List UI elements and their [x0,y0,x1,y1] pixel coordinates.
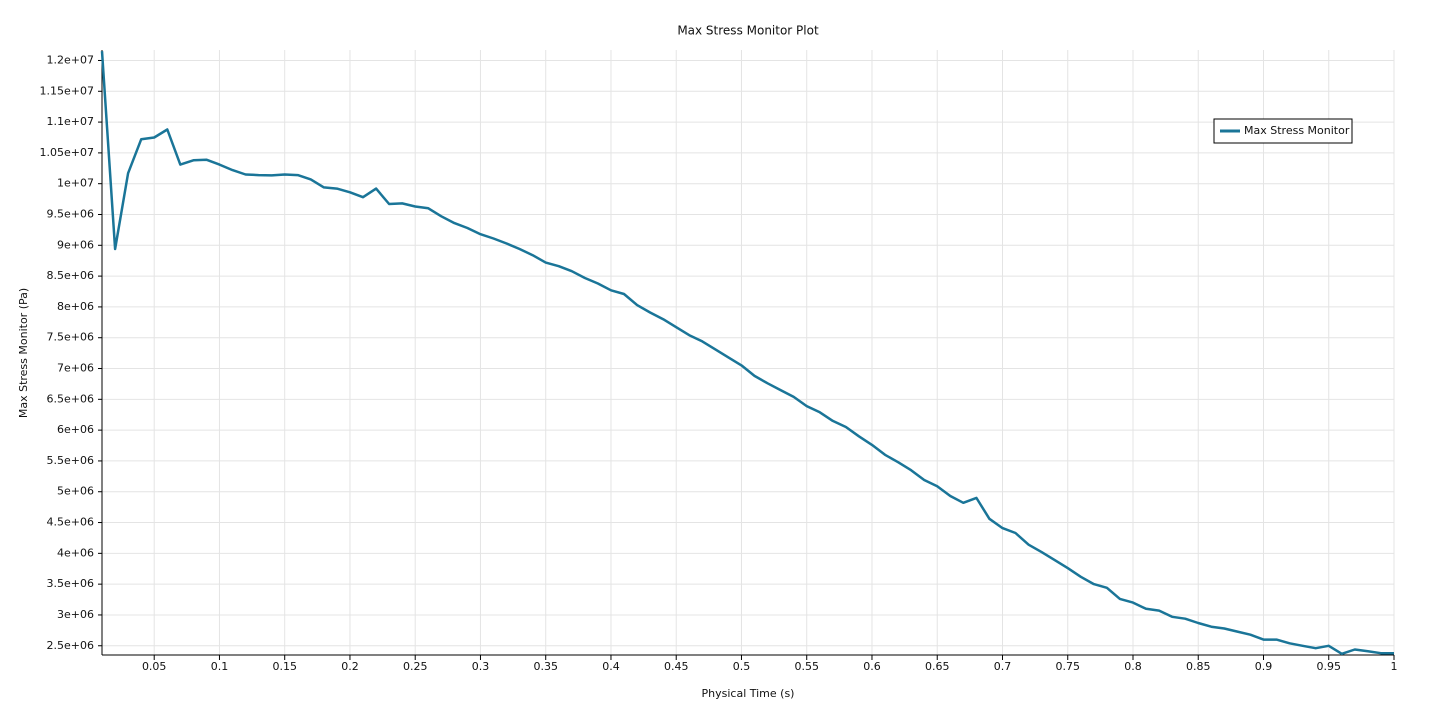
y-tick-label: 4.5e+06 [47,516,94,529]
x-tick-label: 0.3 [472,660,490,673]
series-line [100,51,1394,656]
x-tick-label: 0.4 [602,660,620,673]
y-tick-label: 9e+06 [57,238,94,251]
x-tick-label: 0.9 [1255,660,1273,673]
y-tick-label: 6e+06 [57,423,94,436]
y-tick-label: 1.1e+07 [47,115,94,128]
y-tick-label: 5e+06 [57,485,94,498]
x-tick-label: 0.5 [733,660,751,673]
y-tick-label: 7e+06 [57,362,94,375]
y-tick-label: 9.5e+06 [47,207,94,220]
y-tick-label: 1e+07 [57,177,94,190]
y-tick-label: 2.5e+06 [47,639,94,652]
x-tick-label: 0.25 [403,660,428,673]
legend-label: Max Stress Monitor [1244,124,1350,137]
x-tick-label: 0.75 [1055,660,1080,673]
x-tick-label: 0.8 [1124,660,1142,673]
x-tick-label: 0.65 [925,660,950,673]
y-tick-label: 3.5e+06 [47,577,94,590]
x-tick-label: 0.2 [341,660,359,673]
x-tick-label: 0.45 [664,660,689,673]
x-tick-label: 0.1 [211,660,229,673]
x-tick-label: 0.35 [533,660,558,673]
x-tick-label: 0.6 [863,660,881,673]
y-tick-label: 7.5e+06 [47,331,94,344]
y-tick-label: 5.5e+06 [47,454,94,467]
y-tick-label: 1.2e+07 [47,53,94,66]
x-tick-label: 0.15 [272,660,297,673]
x-tick-label: 0.7 [994,660,1012,673]
y-tick-label: 3e+06 [57,608,94,621]
y-tick-label: 6.5e+06 [47,392,94,405]
y-tick-label: 8.5e+06 [47,269,94,282]
y-tick-label: 1.15e+07 [40,84,94,97]
x-tick-label: 0.55 [794,660,819,673]
y-tick-label: 4e+06 [57,546,94,559]
x-tick-label: 0.85 [1186,660,1211,673]
x-tick-label: 1 [1391,660,1398,673]
legend: Max Stress Monitor [1213,118,1353,144]
x-tick-label: 0.05 [142,660,167,673]
x-axis-label: Physical Time (s) [702,687,795,700]
y-axis-label: Max Stress Monitor (Pa) [17,288,30,418]
x-tick-label: 0.95 [1316,660,1341,673]
chart-title: Max Stress Monitor Plot [677,24,819,38]
y-tick-label: 1.05e+07 [40,146,94,159]
y-tick-label: 8e+06 [57,300,94,313]
